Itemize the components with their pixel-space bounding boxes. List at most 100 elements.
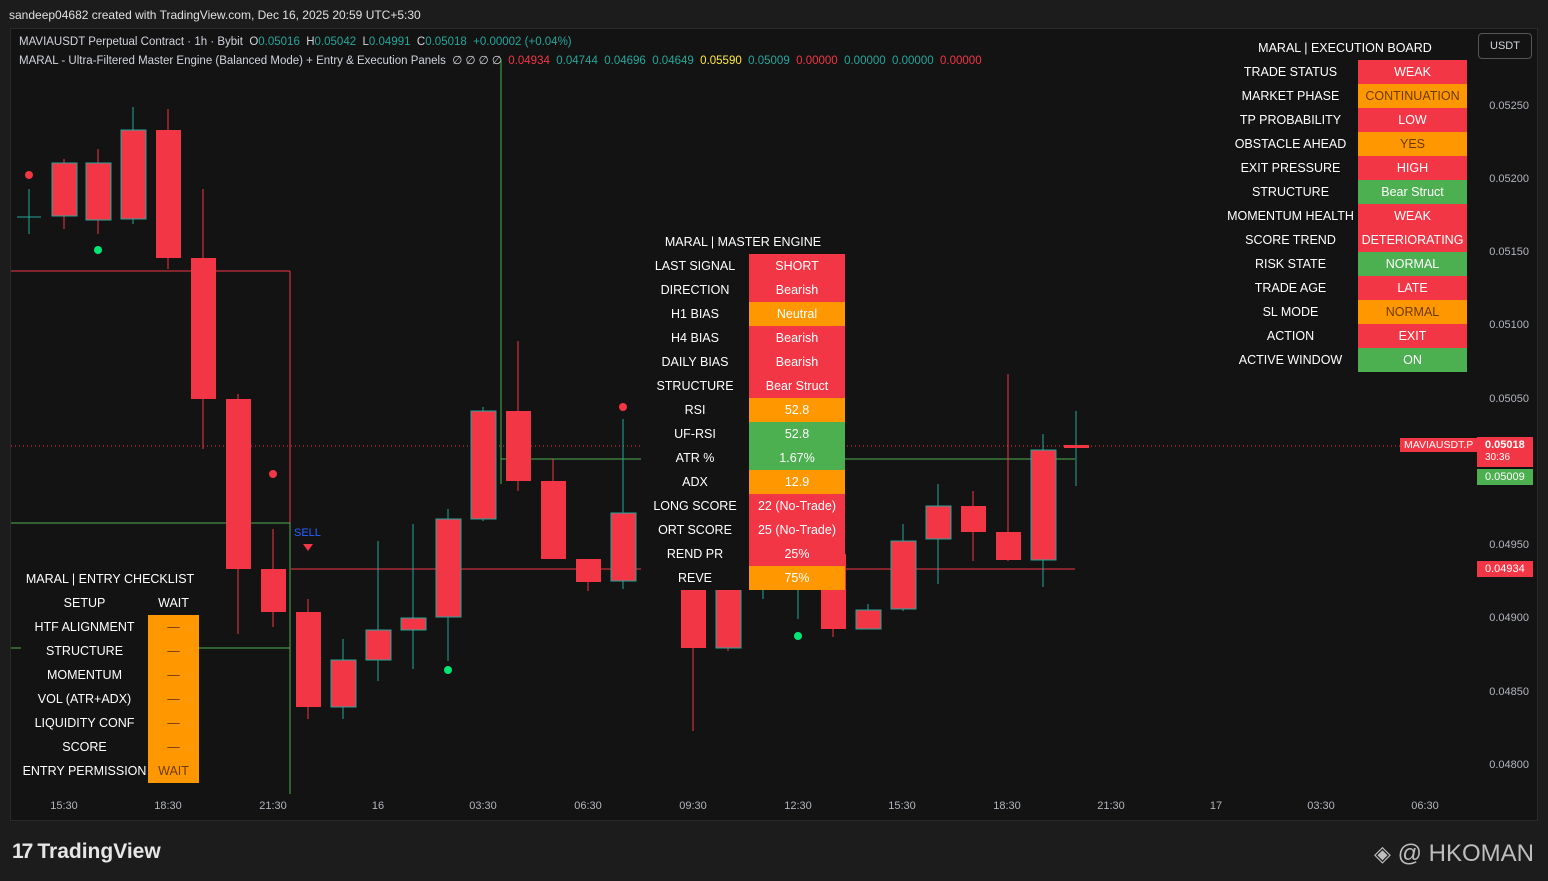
entry-checklist-row: VOL (ATR+ADX) — — [21, 687, 199, 711]
execution-board-title: MARAL | EXECUTION BOARD — [1223, 36, 1467, 60]
execution-board-label: EXIT PRESSURE — [1223, 156, 1358, 180]
master-engine-value: 1.67% — [749, 446, 845, 470]
price-tick: 0.04800 — [1489, 759, 1529, 771]
master-engine-label: ATR % — [641, 446, 749, 470]
execution-board-row: TP PROBABILITY LOW — [1223, 108, 1467, 132]
time-tick: 09:30 — [679, 800, 707, 812]
master-engine-value: 52.8 — [749, 422, 845, 446]
time-tick: 06:30 — [1411, 800, 1439, 812]
execution-board-value: NORMAL — [1358, 252, 1467, 276]
master-engine-row: ADX 12.9 — [641, 470, 845, 494]
bear-dot — [25, 171, 33, 179]
execution-board-row: SL MODE NORMAL — [1223, 300, 1467, 324]
entry-checklist-value: — — [148, 735, 199, 759]
indicator-legend: MARAL - Ultra-Filtered Master Engine (Ba… — [19, 55, 982, 67]
entry-checklist-rows: SETUP WAIT HTF ALIGNMENT — STRUCTURE — MOMENTU… — [21, 591, 199, 783]
low-value: 0.04991 — [368, 36, 411, 48]
symbol-legend: MAVIAUSDT Perpetual Contract · 1h · Bybi… — [19, 36, 572, 48]
price-axis[interactable]: 0.05250 0.05200 0.05150 0.05100 0.05050 … — [1467, 29, 1537, 820]
time-tick: 18:30 — [154, 800, 182, 812]
execution-board-value: YES — [1358, 132, 1467, 156]
master-engine-value: Neutral — [749, 302, 845, 326]
entry-checklist-panel: MARAL | ENTRY CHECKLIST SETUP WAIT HTF ALI… — [21, 567, 199, 783]
na-values: ∅ ∅ ∅ ∅ — [452, 55, 502, 67]
execution-board-value: WEAK — [1358, 60, 1467, 84]
master-engine-label: H1 BIAS — [641, 302, 749, 326]
entry-checklist-title: MARAL | ENTRY CHECKLIST — [21, 567, 199, 591]
time-tick: 21:30 — [1097, 800, 1125, 812]
price-tick: 0.04850 — [1489, 686, 1529, 698]
red-price-tag: 0.04934 — [1477, 561, 1533, 577]
entry-checklist-label: MOMENTUM — [21, 663, 148, 687]
price-tick: 0.05150 — [1489, 246, 1529, 258]
entry-checklist-label: SETUP — [21, 591, 148, 615]
time-tick: 18:30 — [993, 800, 1021, 812]
price-tick: 0.04900 — [1489, 612, 1529, 624]
tradingview-logo-icon: 17 — [12, 840, 33, 863]
execution-board-value: DETERIORATING — [1358, 228, 1467, 252]
entry-checklist-row: SETUP WAIT — [21, 591, 199, 615]
bull-dot — [94, 246, 102, 254]
execution-board-label: TRADE AGE — [1223, 276, 1358, 300]
master-engine-label: RSI — [641, 398, 749, 422]
execution-board-row: TRADE STATUS WEAK — [1223, 60, 1467, 84]
entry-checklist-value: — — [148, 639, 199, 663]
green-price-tag: 0.05009 — [1477, 469, 1533, 485]
indicator-name[interactable]: MARAL - Ultra-Filtered Master Engine (Ba… — [19, 55, 446, 67]
currency-button[interactable]: USDT — [1478, 33, 1532, 59]
entry-checklist-row: HTF ALIGNMENT — — [21, 615, 199, 639]
execution-board-value: NORMAL — [1358, 300, 1467, 324]
execution-board-value: LOW — [1358, 108, 1467, 132]
price-tick: 0.05200 — [1489, 173, 1529, 185]
execution-board-row: TRADE AGE LATE — [1223, 276, 1467, 300]
entry-checklist-row: ENTRY PERMISSION WAIT — [21, 759, 199, 783]
master-engine-label: REND PR — [641, 542, 749, 566]
entry-checklist-value: — — [148, 711, 199, 735]
master-engine-value: SHORT — [749, 254, 845, 278]
entry-checklist-label: VOL (ATR+ADX) — [21, 687, 148, 711]
master-engine-row: H1 BIAS Neutral — [641, 302, 845, 326]
time-tick: 06:30 — [574, 800, 602, 812]
open-value: 0.05016 — [258, 36, 300, 48]
execution-board-row: OBSTACLE AHEAD YES — [1223, 132, 1467, 156]
master-engine-row: REND PR 25% — [641, 542, 845, 566]
execution-board-label: MOMENTUM HEALTH — [1223, 204, 1358, 228]
price-tick: 0.05100 — [1489, 319, 1529, 331]
execution-board-value: ON — [1358, 348, 1467, 372]
entry-checklist-value: — — [148, 663, 199, 687]
symbol-tag: MAVIAUSDT.P — [1400, 438, 1478, 452]
diamond-icon: ◈ — [1374, 841, 1391, 866]
master-engine-row: REVE 75% — [641, 566, 845, 590]
master-engine-value: Bear Struct — [749, 374, 845, 398]
execution-board-row: RISK STATE NORMAL — [1223, 252, 1467, 276]
master-engine-label: UF-RSI — [641, 422, 749, 446]
symbol-name[interactable]: MAVIAUSDT Perpetual Contract · 1h · Bybi… — [19, 36, 243, 48]
execution-board-value: Bear Struct — [1358, 180, 1467, 204]
execution-board-label: ACTIVE WINDOW — [1223, 348, 1358, 372]
price-tick: 0.05250 — [1489, 100, 1529, 112]
bear-dot — [269, 470, 277, 478]
execution-board-row: MARKET PHASE CONTINUATION — [1223, 84, 1467, 108]
entry-checklist-label: LIQUIDITY CONF — [21, 711, 148, 735]
time-tick: 15:30 — [888, 800, 916, 812]
time-tick: 16 — [371, 800, 385, 812]
master-engine-row: DAILY BIAS Bearish — [641, 350, 845, 374]
execution-board-label: OBSTACLE AHEAD — [1223, 132, 1358, 156]
execution-board-row: EXIT PRESSURE HIGH — [1223, 156, 1467, 180]
time-tick: 17 — [1209, 800, 1223, 812]
bear-dot — [619, 403, 627, 411]
price-tick: 0.04950 — [1489, 539, 1529, 551]
close-value: 0.05018 — [425, 36, 467, 48]
attribution-bar: sandeep04682 created with TradingView.co… — [0, 0, 1548, 28]
bull-dot — [444, 666, 452, 674]
time-tick: 15:30 — [50, 800, 78, 812]
master-engine-label: STRUCTURE — [641, 374, 749, 398]
master-engine-panel: MARAL | MASTER ENGINE LAST SIGNAL SHORT DI… — [641, 230, 845, 590]
execution-board-panel: MARAL | EXECUTION BOARD TRADE STATUS WEAK… — [1223, 36, 1467, 372]
tradingview-logo[interactable]: 17 TradingView — [12, 840, 161, 864]
chart-area[interactable]: MAVIAUSDT Perpetual Contract · 1h · Bybi… — [10, 28, 1538, 821]
execution-board-label: MARKET PHASE — [1223, 84, 1358, 108]
entry-checklist-value: WAIT — [148, 759, 199, 783]
master-engine-value: 25 (No-Trade) — [749, 518, 845, 542]
sell-label: SELL — [294, 527, 321, 539]
